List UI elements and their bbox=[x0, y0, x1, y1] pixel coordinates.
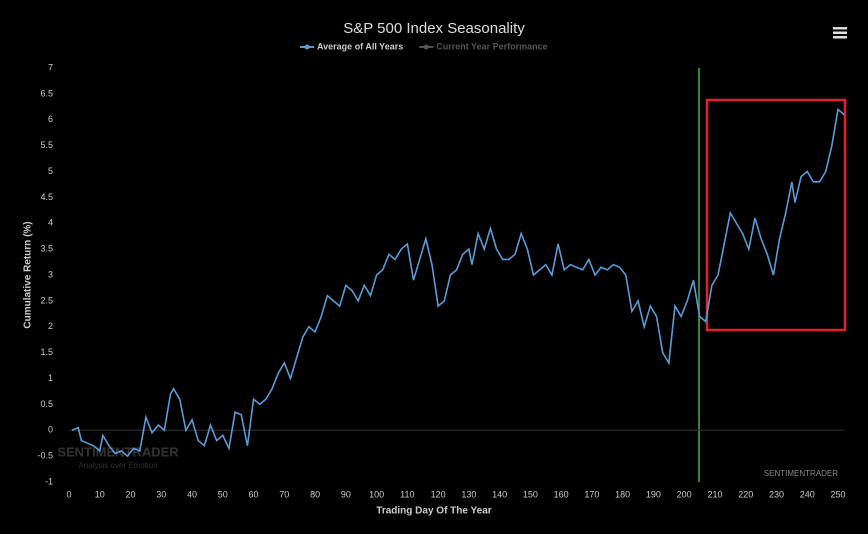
y-tick-label: 6 bbox=[48, 114, 53, 124]
y-tick-label: 0.5 bbox=[40, 399, 53, 409]
x-tick-label: 210 bbox=[707, 489, 722, 499]
watermark: SENTIMENTRADER bbox=[764, 469, 838, 478]
legend-marker bbox=[304, 44, 310, 50]
series-line bbox=[71, 107, 845, 458]
x-tick-label: 100 bbox=[369, 489, 384, 499]
x-tick-label: 30 bbox=[156, 489, 166, 499]
y-tick-label: 1 bbox=[48, 373, 53, 383]
y-tick-label: 3.5 bbox=[40, 244, 53, 254]
x-tick-label: 230 bbox=[769, 489, 784, 499]
x-tick-label: 200 bbox=[677, 489, 692, 499]
y-tick-label: 2 bbox=[48, 321, 53, 331]
y-tick-label: 7 bbox=[48, 62, 53, 72]
menu-bar bbox=[833, 31, 847, 34]
x-tick-label: 170 bbox=[584, 489, 599, 499]
legend-entry[interactable]: Average of All Years bbox=[317, 41, 403, 51]
menu-bar bbox=[833, 27, 847, 30]
x-tick-label: 70 bbox=[279, 489, 289, 499]
x-tick-label: 80 bbox=[310, 489, 320, 499]
chart-title: S&P 500 Index Seasonality bbox=[343, 20, 525, 37]
menu-bar bbox=[833, 36, 847, 39]
x-tick-label: 220 bbox=[738, 489, 753, 499]
y-tick-label: 0 bbox=[48, 425, 53, 435]
x-axis-title: Trading Day Of The Year bbox=[376, 506, 492, 517]
x-tick-label: 0 bbox=[66, 489, 71, 499]
x-tick-label: 190 bbox=[646, 489, 661, 499]
x-tick-label: 130 bbox=[461, 489, 476, 499]
menu-button[interactable] bbox=[833, 27, 847, 39]
x-tick-label: 160 bbox=[554, 489, 569, 499]
y-tick-label: 6.5 bbox=[40, 88, 53, 98]
x-tick-label: 10 bbox=[95, 489, 105, 499]
y-tick-label: 3 bbox=[48, 269, 53, 279]
x-tick-label: 40 bbox=[187, 489, 197, 499]
y-tick-label: 5.5 bbox=[40, 140, 53, 150]
y-tick-label: 4.5 bbox=[40, 192, 53, 202]
x-tick-label: 50 bbox=[218, 489, 228, 499]
x-tick-label: 60 bbox=[249, 489, 259, 499]
y-tick-label: 5 bbox=[48, 166, 53, 176]
x-tick-label: 150 bbox=[523, 489, 538, 499]
logo-tagline: Analysis over Emotion bbox=[78, 461, 157, 470]
y-tick-label: -1 bbox=[45, 476, 53, 486]
highlight-box bbox=[705, 98, 847, 332]
x-tick-label: 120 bbox=[431, 489, 446, 499]
y-tick-label: 1.5 bbox=[40, 347, 53, 357]
y-tick-label: -0.5 bbox=[37, 451, 53, 461]
y-tick-label: 4 bbox=[48, 218, 53, 228]
x-tick-label: 20 bbox=[126, 489, 136, 499]
y-tick-label: 2.5 bbox=[40, 295, 53, 305]
y-axis-title: Cumulative Return (%) bbox=[23, 221, 34, 328]
legend-marker bbox=[423, 44, 429, 50]
x-tick-label: 140 bbox=[492, 489, 507, 499]
x-tick-label: 180 bbox=[615, 489, 630, 499]
x-tick-label: 90 bbox=[341, 489, 351, 499]
x-tick-label: 240 bbox=[800, 489, 815, 499]
x-tick-label: 110 bbox=[400, 489, 414, 499]
legend-entry[interactable]: Current Year Performance bbox=[436, 41, 547, 51]
x-tick-label: 250 bbox=[830, 489, 845, 499]
